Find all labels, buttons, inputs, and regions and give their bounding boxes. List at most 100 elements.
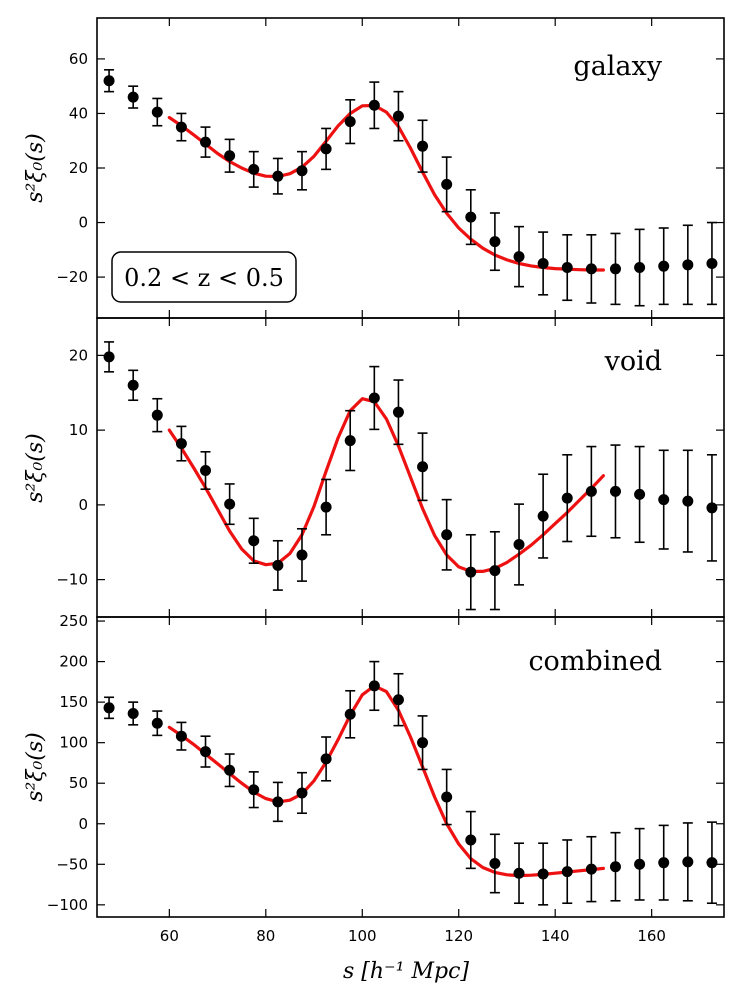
data-point xyxy=(489,236,501,248)
data-point xyxy=(175,730,187,742)
data-point xyxy=(513,251,525,263)
data-point xyxy=(344,708,356,720)
data-point xyxy=(441,791,453,803)
data-point xyxy=(127,91,139,103)
data-point xyxy=(585,863,597,875)
panel-void: −10 0 10 20 xyxy=(56,317,725,618)
panel-galaxy: −20 0 20 40 60 xyxy=(56,17,725,319)
data-point xyxy=(417,737,429,749)
data-point xyxy=(392,110,404,122)
y-tick-label: 0 xyxy=(78,214,88,232)
data-point xyxy=(272,170,284,182)
data-point xyxy=(561,866,573,878)
data-point xyxy=(320,753,332,765)
data-point xyxy=(344,116,356,128)
data-point xyxy=(272,796,284,808)
data-point xyxy=(682,856,694,868)
data-point xyxy=(634,858,646,870)
data-point xyxy=(706,257,718,269)
data-point xyxy=(224,764,236,776)
y-tick-label: 0 xyxy=(78,496,88,514)
data-point xyxy=(344,435,356,447)
data-point xyxy=(296,165,308,177)
data-point xyxy=(682,259,694,271)
y-tick-label: 40 xyxy=(69,104,88,122)
data-point xyxy=(441,178,453,190)
redshift-annotation: 0.2 < z < 0.5 xyxy=(124,264,284,292)
data-point xyxy=(368,680,380,692)
panel-label-void: void xyxy=(604,346,662,377)
data-point xyxy=(175,438,187,450)
data-point xyxy=(585,263,597,275)
data-point xyxy=(561,492,573,504)
data-point xyxy=(682,495,694,507)
y-tick-label: 100 xyxy=(59,734,88,752)
data-point xyxy=(489,565,501,577)
data-point xyxy=(609,861,621,873)
data-point xyxy=(224,498,236,510)
data-point xyxy=(127,379,139,391)
data-point xyxy=(103,351,115,363)
data-point xyxy=(609,485,621,497)
data-point xyxy=(127,707,139,719)
x-tick-label: 100 xyxy=(348,927,377,945)
data-point xyxy=(175,121,187,133)
data-point xyxy=(103,702,115,714)
y-tick-label: 250 xyxy=(59,612,88,630)
data-point xyxy=(537,868,549,880)
y-tick-label: −50 xyxy=(56,855,88,873)
x-tick-label: 160 xyxy=(637,927,666,945)
y-tick-label: 10 xyxy=(69,421,88,439)
data-point xyxy=(151,106,163,118)
y-axis-title-galaxy: s²ξ₀(s) xyxy=(23,133,48,203)
data-point xyxy=(634,488,646,500)
data-point xyxy=(489,857,501,869)
data-point xyxy=(248,163,260,175)
data-point xyxy=(537,257,549,269)
data-point xyxy=(151,409,163,421)
y-tick-label: 200 xyxy=(59,653,88,671)
data-point xyxy=(585,485,597,497)
model-curve-combined xyxy=(167,684,605,878)
x-tick-label: 140 xyxy=(541,927,570,945)
y-tick-label: 60 xyxy=(69,50,88,68)
data-point xyxy=(320,143,332,155)
data-point xyxy=(320,501,332,513)
data-point xyxy=(200,136,212,148)
y-tick-label: −100 xyxy=(47,896,88,914)
model-curve-void xyxy=(167,397,605,573)
data-point xyxy=(513,867,525,879)
y-tick-label: −10 xyxy=(56,571,88,589)
data-point xyxy=(658,260,670,272)
data-point xyxy=(658,494,670,506)
model-curve-galaxy xyxy=(167,103,605,272)
y-axis-title-combined: s²ξ₀(s) xyxy=(23,732,48,802)
y-tick-label: −20 xyxy=(56,268,88,286)
y-tick-label: 0 xyxy=(78,815,88,833)
panel-label-galaxy: galaxy xyxy=(573,51,662,82)
x-tick-label: 60 xyxy=(160,927,179,945)
x-tick-label: 80 xyxy=(256,927,275,945)
data-point xyxy=(248,535,260,547)
y-tick-label: 20 xyxy=(69,346,88,364)
y-tick-label: 150 xyxy=(59,693,88,711)
data-point xyxy=(296,787,308,799)
data-point xyxy=(200,464,212,476)
data-point xyxy=(634,262,646,274)
data-point xyxy=(272,559,284,571)
data-point xyxy=(658,857,670,869)
y-axis-title-void: s²ξ₀(s) xyxy=(23,433,48,503)
plot-frame-combined xyxy=(96,616,725,918)
data-point xyxy=(296,549,308,561)
panel-label-combined: combined xyxy=(528,646,662,677)
data-point xyxy=(706,857,718,869)
x-tick-label: 120 xyxy=(444,927,473,945)
data-point xyxy=(200,746,212,758)
y-tick-label: 50 xyxy=(69,774,88,792)
data-point xyxy=(368,99,380,111)
data-point xyxy=(465,566,477,578)
data-point xyxy=(609,263,621,275)
data-point xyxy=(706,502,718,514)
data-point xyxy=(561,262,573,274)
